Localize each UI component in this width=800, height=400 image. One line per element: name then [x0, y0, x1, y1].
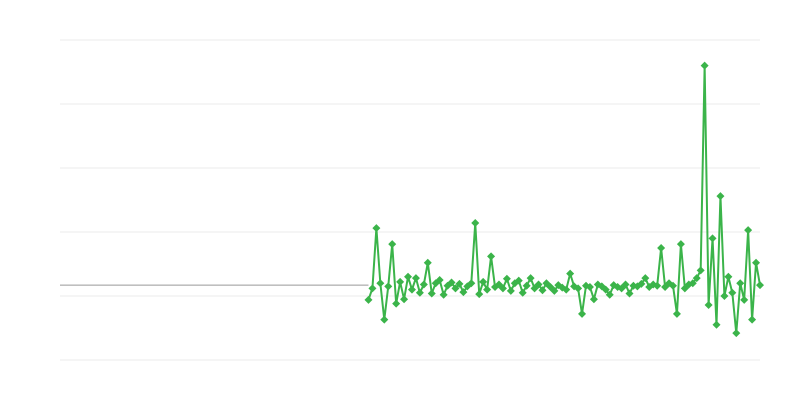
data-point	[372, 224, 381, 233]
data-point	[411, 274, 420, 283]
data-point	[637, 279, 646, 288]
data-point	[585, 283, 594, 292]
data-line	[367, 65, 761, 334]
data-point	[479, 277, 488, 286]
data-point	[526, 274, 535, 283]
data-point	[605, 290, 614, 299]
data-point	[407, 285, 416, 294]
data-point	[704, 300, 713, 309]
data-point	[728, 288, 737, 297]
data-point	[720, 292, 729, 300]
data-point	[756, 281, 764, 290]
data-point	[384, 282, 393, 291]
data-point	[475, 290, 484, 299]
data-point	[364, 295, 373, 304]
data-point	[455, 279, 464, 288]
data-point	[404, 272, 413, 281]
data-point	[550, 286, 559, 295]
data-point	[653, 281, 662, 290]
data-point	[471, 219, 480, 228]
data-point	[676, 240, 685, 249]
data-point	[534, 280, 543, 289]
data-point	[439, 290, 448, 299]
data-point	[625, 289, 634, 298]
data-point	[522, 281, 531, 290]
data-point	[518, 288, 527, 297]
data-point	[744, 226, 753, 235]
data-point	[514, 276, 523, 285]
data-point	[368, 284, 377, 293]
data-point	[467, 279, 476, 288]
data-point	[657, 244, 666, 252]
data-point	[732, 329, 741, 338]
data-point	[668, 281, 677, 290]
data-point	[748, 315, 757, 324]
data-point	[447, 278, 456, 287]
data-point	[498, 284, 507, 293]
data-point	[487, 252, 496, 261]
data-point	[415, 288, 424, 297]
data-point	[427, 289, 436, 298]
data-point	[708, 234, 717, 243]
data-point	[692, 274, 701, 283]
data-point	[724, 272, 733, 281]
data-point	[641, 274, 650, 283]
data-point	[672, 309, 681, 318]
data-point	[716, 192, 725, 201]
data-point	[459, 288, 468, 297]
data-point	[578, 309, 587, 318]
data-point	[400, 295, 409, 304]
data-point	[712, 320, 721, 329]
data-point	[574, 284, 583, 293]
data-point	[538, 286, 547, 295]
data-point	[589, 295, 598, 304]
data-point	[396, 277, 405, 286]
data-point	[451, 284, 460, 293]
data-point	[700, 61, 709, 70]
data-point	[483, 285, 492, 294]
data-point	[740, 295, 749, 304]
data-point	[566, 269, 575, 278]
data-point	[688, 279, 697, 288]
data-point	[621, 280, 630, 289]
data-point	[423, 258, 432, 267]
data-point	[435, 276, 444, 284]
data-point	[506, 286, 515, 295]
data-point	[419, 280, 428, 289]
data-point	[388, 240, 397, 249]
data-point	[562, 285, 571, 294]
data-point	[380, 315, 389, 324]
data-point	[392, 299, 401, 308]
data-point	[601, 285, 610, 294]
data-point	[376, 279, 385, 288]
data-point	[502, 274, 511, 283]
data-point	[736, 279, 745, 288]
data-point	[752, 258, 761, 267]
data-point	[696, 266, 705, 275]
